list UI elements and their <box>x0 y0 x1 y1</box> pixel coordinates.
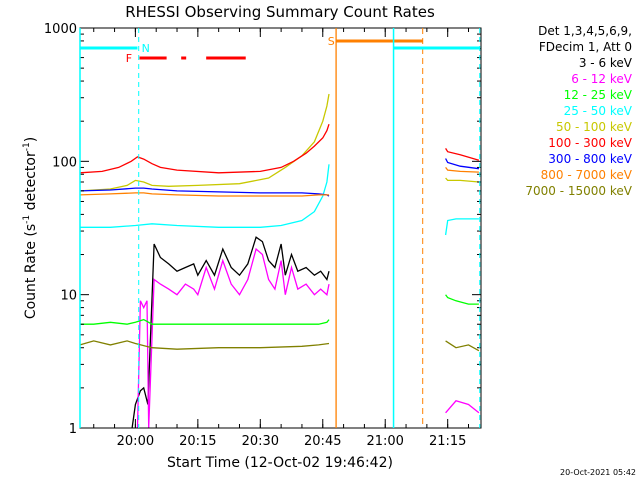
legend-entry: 12 - 25 keV <box>564 88 633 102</box>
y-axis-label: Count Rate (s-1 detector-1) <box>22 137 39 319</box>
series-line-5-1 <box>445 148 480 161</box>
series-line-7-0 <box>79 192 329 197</box>
legend-entry: 800 - 7000 keV <box>541 168 633 182</box>
series-line-5-0 <box>79 123 330 174</box>
series-line-4-1 <box>445 177 479 183</box>
footer-date: 20-Oct-2021 05:42 <box>560 468 636 477</box>
series-line-6-1 <box>445 158 479 170</box>
x-tick-label: 20:15 <box>179 434 216 449</box>
series-line-3-1 <box>444 218 479 236</box>
y-tick-label: 1000 <box>44 22 77 37</box>
y-axis-label-main: Count Rate (s <box>23 224 39 319</box>
series-group <box>79 93 480 429</box>
x-tick-label: 20:30 <box>242 434 279 449</box>
series-line-4-0 <box>79 93 330 192</box>
legend: Det 1,3,4,5,6,9, FDecim 1, Att 0 3 - 6 k… <box>525 24 632 198</box>
series-line-2-1 <box>445 294 479 305</box>
y-axis-label-mid: detector <box>23 151 39 215</box>
x-tick-label: 21:15 <box>429 434 466 449</box>
axes-group: 1 10 100 1000 20:00 20:15 20:30 20:45 21:00 21:15 <box>44 22 482 449</box>
series-line-8-0 <box>79 340 330 350</box>
legend-entry: 300 - 800 keV <box>548 152 632 166</box>
series-line-2-0 <box>80 318 330 325</box>
x-tick-label: 21:00 <box>366 434 403 449</box>
legend-entry: 6 - 12 keV <box>571 72 633 86</box>
legend-entry: 25 - 50 keV <box>564 104 633 118</box>
series-line-7-1 <box>445 167 479 173</box>
series-line-6-0 <box>79 187 330 197</box>
legend-entry: 50 - 100 keV <box>556 120 633 134</box>
series-line-3-0 <box>80 164 330 228</box>
chart-title: RHESSI Observing Summary Count Rates <box>125 3 435 21</box>
legend-entry: 100 - 300 keV <box>548 136 632 150</box>
flags-group: NF S <box>79 28 481 428</box>
series-line-1-0 <box>136 247 330 429</box>
night-flag-label: N <box>142 42 150 55</box>
y-tick-label: 100 <box>52 155 77 170</box>
y-tick-label: 1 <box>69 422 77 437</box>
flare-flag-label: F <box>126 52 132 65</box>
legend-entry: 7000 - 15000 keV <box>525 184 632 198</box>
plot-frame <box>79 27 482 429</box>
y-tick-label: 10 <box>60 289 77 304</box>
saa-flag-label: S <box>328 35 335 48</box>
y-axis-label-sup1: -1 <box>22 215 32 224</box>
series-line-0-0 <box>131 236 330 429</box>
x-axis-label: Start Time (12-Oct-02 19:46:42) <box>167 455 393 471</box>
y-axis-label-end: ) <box>23 137 39 142</box>
series-line-8-1 <box>445 340 480 352</box>
x-tick-label: 20:00 <box>117 434 154 449</box>
legend-entry: 3 - 6 keV <box>579 56 633 70</box>
y-axis-label-sup2: -1 <box>22 142 32 151</box>
legend-header-line1: Det 1,3,4,5,6,9, <box>538 24 632 38</box>
series-line-1-1 <box>445 400 480 414</box>
x-tick-label: 20:45 <box>304 434 341 449</box>
legend-header-line2: FDecim 1, Att 0 <box>539 40 632 54</box>
